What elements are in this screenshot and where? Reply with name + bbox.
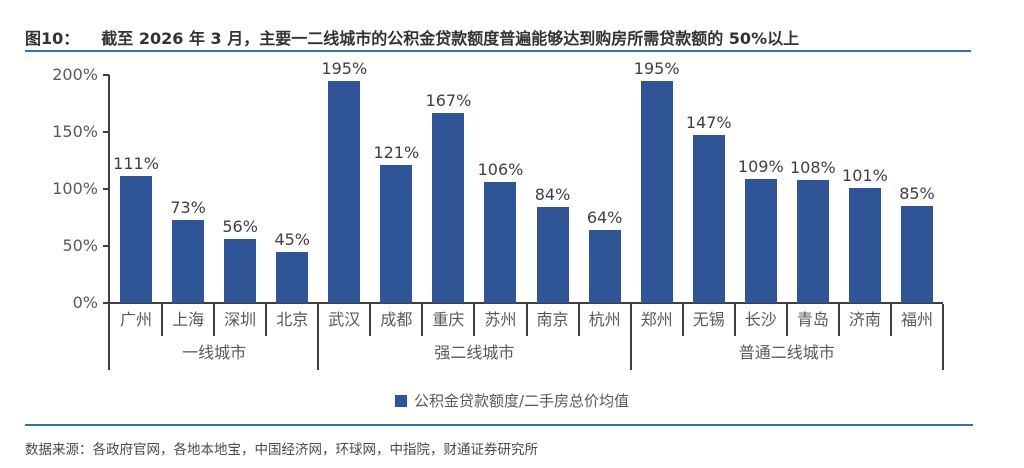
bar-value-label: 56% (222, 217, 258, 237)
category-separator-line (421, 304, 424, 336)
bar-无锡 (692, 135, 725, 303)
bar-value-label: 109% (737, 156, 784, 176)
bar-value-label: 147% (685, 113, 732, 133)
y-axis-tick (103, 188, 109, 190)
bar-南京 (536, 207, 569, 303)
figure-title: 图10： 截至 2026 年 3 月，主要一二线城市的公积金贷款额度普遍能够达到… (25, 25, 975, 49)
category-separator-line (681, 304, 684, 336)
bar-value-label: 73% (170, 197, 206, 217)
bar-郑州 (640, 80, 673, 303)
x-category-label: 上海 (172, 310, 205, 329)
bar-广州 (120, 176, 153, 303)
group-boundary-line (942, 304, 944, 370)
bar-北京 (276, 251, 309, 303)
bar-济南 (848, 187, 881, 303)
group-label-强二线城市: 强二线城市 (434, 343, 515, 362)
category-separator-line (473, 304, 476, 336)
plot-area: 111% 73% 56% 45% 195% 121% 167% 106% 84% 64% 195% 1… (110, 59, 943, 303)
figure-title-text: 截至 2026 年 3 月，主要一二线城市的公积金贷款额度普遍能够达到购房所需贷… (101, 29, 800, 48)
y-axis-tick (103, 302, 109, 304)
chart-legend: 公积金贷款额度/二手房总价均值 (0, 390, 1024, 411)
x-category-label: 武汉 (328, 310, 361, 329)
x-category-label: 无锡 (692, 310, 725, 329)
y-axis-line (108, 75, 110, 303)
x-category-label: 苏州 (484, 310, 517, 329)
bar-重庆 (432, 112, 465, 303)
bar-value-label: 85% (899, 184, 935, 204)
title-underline (25, 50, 971, 52)
bar-value-label: 45% (274, 229, 310, 249)
data-source-note: 数据来源：各政府官网，各地本地宝，中国经济网，环球网，中指院，财通证券研究所 (25, 442, 538, 458)
bar-value-label: 64% (586, 208, 623, 228)
x-category-label: 广州 (120, 310, 153, 329)
bar-福州 (900, 206, 933, 303)
x-category-label: 南京 (536, 310, 569, 329)
category-separator-line (369, 304, 372, 336)
bar-chart: 200% 150% 100% 50% 0% 111% 73% 56% 45% 195% 121% 16… (0, 59, 1024, 378)
category-separator-line (265, 304, 268, 336)
group-label-一线城市: 一线城市 (182, 343, 247, 362)
group-boundary-line (317, 304, 320, 370)
bar-青岛 (796, 179, 829, 303)
bar-value-label: 84% (534, 185, 571, 205)
x-category-label: 成都 (380, 310, 413, 329)
bar-value-label: 167% (425, 90, 472, 110)
bar-value-label: 195% (321, 58, 368, 78)
x-category-label: 福州 (900, 310, 933, 329)
bar-value-label: 101% (842, 165, 888, 185)
legend-label: 公积金贷款额度/二手房总价均值 (413, 392, 630, 410)
x-category-label: 青岛 (796, 310, 829, 329)
x-category-label: 长沙 (744, 310, 777, 329)
category-separator-line (889, 304, 892, 336)
bar-value-label: 121% (373, 143, 420, 163)
group-label-普通二线城市: 普通二线城市 (738, 343, 835, 362)
x-category-label: 杭州 (588, 310, 621, 329)
y-axis-tick (103, 74, 109, 76)
bar-成都 (380, 165, 413, 303)
category-separator-line (525, 304, 528, 336)
figure-number: 图10： (25, 29, 80, 48)
y-axis-tick-label: 50% (62, 236, 98, 255)
x-category-label: 重庆 (432, 310, 465, 329)
category-separator-line (577, 304, 580, 336)
y-axis-tick-label: 100% (52, 179, 98, 198)
category-separator-line (213, 304, 216, 336)
y-axis-tick (103, 245, 109, 247)
x-category-label: 深圳 (224, 310, 257, 329)
y-axis-tick-label: 150% (52, 122, 98, 141)
bar-长沙 (744, 178, 777, 303)
bar-value-label: 106% (477, 160, 524, 180)
y-axis-tick-label: 0% (72, 293, 98, 312)
category-separator-line (837, 304, 840, 336)
bar-苏州 (484, 182, 517, 303)
x-axis-line (108, 302, 943, 304)
legend-swatch-icon (394, 394, 407, 407)
x-category-label: 北京 (276, 310, 309, 329)
bar-上海 (172, 219, 205, 303)
bar-武汉 (328, 80, 361, 303)
group-boundary-line (108, 304, 110, 370)
bar-value-label: 195% (633, 58, 680, 78)
y-axis-tick-label: 200% (52, 65, 98, 84)
bar-value-label: 108% (789, 157, 836, 177)
footer-separator (25, 424, 973, 426)
category-separator-line (161, 304, 164, 336)
x-category-label: 济南 (848, 310, 881, 329)
group-boundary-line (629, 304, 632, 370)
category-separator-line (785, 304, 788, 336)
bar-value-label: 111% (113, 154, 159, 174)
x-category-label: 郑州 (640, 310, 673, 329)
bar-杭州 (588, 230, 621, 303)
bar-深圳 (224, 239, 257, 303)
y-axis-tick (103, 131, 109, 133)
category-separator-line (733, 304, 736, 336)
